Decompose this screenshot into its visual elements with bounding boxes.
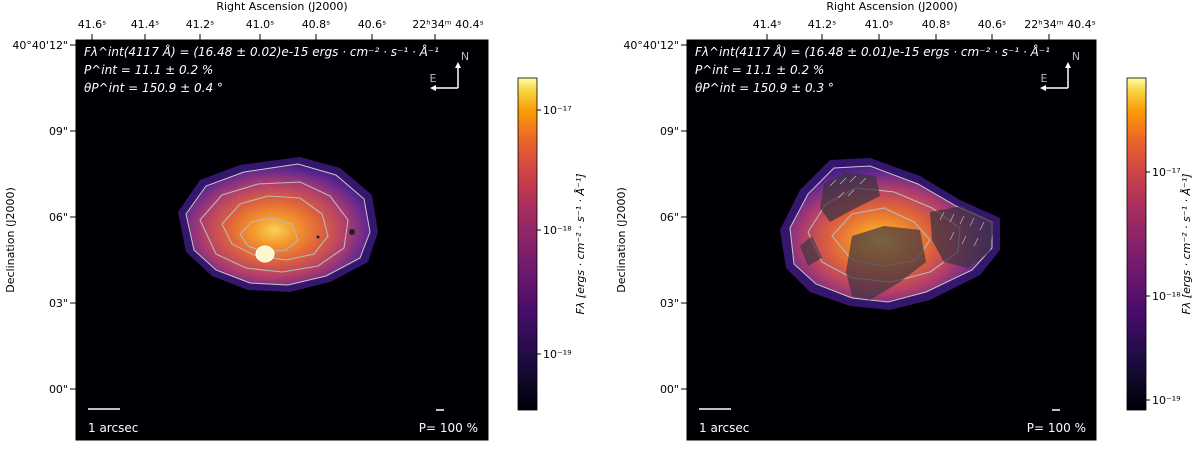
ra-tick-label: 41.0ˢ — [246, 18, 275, 31]
galaxy-image — [178, 157, 378, 292]
ra-ticks: 41.4ˢ 41.2ˢ 41.0ˢ 40.8ˢ 40.6ˢ 22ʰ34ᵐ 40.… — [753, 18, 1096, 40]
colorbar-tick-label: 10⁻¹⁷ — [543, 104, 572, 117]
compass-north-label: N — [1072, 50, 1080, 63]
x-axis-title: Right Ascension (J2000) — [216, 0, 347, 13]
compass-north-label: N — [461, 50, 469, 63]
dec-tick-label: 06" — [660, 211, 679, 224]
panel-right: 41.4ˢ 41.2ˢ 41.0ˢ 40.8ˢ 40.6ˢ 22ʰ34ᵐ 40.… — [615, 0, 1193, 441]
dec-tick-label: 09" — [49, 125, 68, 138]
scale-bar-label: 1 arcsec — [88, 421, 138, 435]
scale-bar-label: 1 arcsec — [699, 421, 749, 435]
colorbar-ticks: 10⁻¹⁷ 10⁻¹⁸ 10⁻¹⁹ — [537, 104, 572, 361]
dec-tick-label: 40°40'12" — [623, 39, 679, 52]
colorbar-ticks: 10⁻¹⁷ 10⁻¹⁸ 10⁻¹⁹ — [1146, 166, 1181, 407]
dec-tick-label: 40°40'12" — [12, 39, 68, 52]
ra-tick-label: 41.0ˢ — [865, 18, 894, 31]
dec-tick-label: 03" — [49, 297, 68, 310]
plot-frame — [686, 39, 1097, 441]
integrated-flux-text: Fλ^int(4117 Å) = (16.48 ± 0.02)e-15 ergs… — [84, 44, 439, 59]
x-axis-title: Right Ascension (J2000) — [826, 0, 957, 13]
pol-scale-label: P= 100 % — [1027, 421, 1086, 435]
dec-ticks: 40°40'12" 09" 06" 03" 00" — [623, 39, 687, 396]
polarization-vectors — [800, 172, 994, 300]
compass-east-label: E — [1041, 72, 1048, 85]
integrated-pol-text: P^int = 11.1 ± 0.2 % — [84, 63, 213, 77]
integrated-flux-text: Fλ^int(4117 Å) = (16.48 ± 0.01)e-15 ergs… — [695, 44, 1050, 59]
ra-tick-label: 41.2ˢ — [808, 18, 837, 31]
integrated-pol-text: P^int = 11.1 ± 0.2 % — [695, 63, 824, 77]
ra-tick-label: 41.4ˢ — [753, 18, 782, 31]
ra-tick-label: 40.8ˢ — [922, 18, 951, 31]
integrated-pa-text: θP^int = 150.9 ± 0.3 ° — [695, 81, 834, 95]
ra-tick-label: 22ʰ34ᵐ 40.4ˢ — [412, 18, 483, 31]
ra-tick-label: 40.6ˢ — [358, 18, 387, 31]
galaxy-image — [780, 158, 1000, 310]
colorbar-tick-label: 10⁻¹⁸ — [1152, 290, 1181, 303]
ra-tick-label: 22ʰ34ᵐ 40.4ˢ — [1024, 18, 1095, 31]
panel-left: 41.6ˢ 41.4ˢ 41.2ˢ 41.0ˢ 40.8ˢ 40.6ˢ 22ʰ3… — [4, 0, 587, 441]
y-axis-title: Declination (J2000) — [4, 187, 17, 293]
integrated-pa-text: θP^int = 150.9 ± 0.4 ° — [84, 81, 223, 95]
pol-scale-label: P= 100 % — [419, 421, 478, 435]
colorbar — [517, 77, 538, 411]
compass: N E — [430, 50, 469, 91]
colorbar-tick-label: 10⁻¹⁸ — [543, 224, 572, 237]
ra-tick-label: 40.8ˢ — [302, 18, 331, 31]
colorbar-tick-label: 10⁻¹⁹ — [1152, 394, 1181, 407]
compass: N E — [1040, 50, 1080, 91]
dec-ticks: 40°40'12" 09" 06" 03" 00" — [12, 39, 76, 396]
ra-tick-label: 41.6ˢ — [78, 18, 107, 31]
colorbar-label: Fλ [ergs · cm⁻² · s⁻¹ · Å⁻¹] — [574, 173, 587, 314]
colorbar-tick-label: 10⁻¹⁹ — [543, 348, 572, 361]
dec-tick-label: 03" — [660, 297, 679, 310]
dec-tick-label: 09" — [660, 125, 679, 138]
dec-tick-label: 00" — [49, 383, 68, 396]
ra-tick-label: 40.6ˢ — [978, 18, 1007, 31]
dec-tick-label: 06" — [49, 211, 68, 224]
ra-tick-label: 41.4ˢ — [131, 18, 160, 31]
plot-frame — [75, 39, 489, 441]
ra-tick-label: 41.2ˢ — [186, 18, 215, 31]
compass-east-label: E — [430, 72, 437, 85]
y-axis-title: Declination (J2000) — [615, 187, 628, 293]
colorbar-label: Fλ [ergs · cm⁻² · s⁻¹ · Å⁻¹] — [1180, 173, 1193, 314]
ra-ticks: 41.6ˢ 41.4ˢ 41.2ˢ 41.0ˢ 40.8ˢ 40.6ˢ 22ʰ3… — [78, 18, 484, 40]
dec-tick-label: 00" — [660, 383, 679, 396]
colorbar-tick-label: 10⁻¹⁷ — [1152, 166, 1181, 179]
colorbar — [1126, 77, 1147, 411]
